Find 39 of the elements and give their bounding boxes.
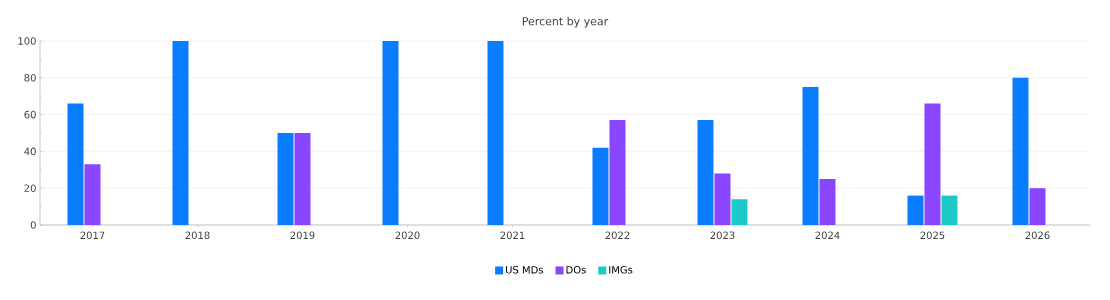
y-tick-label: 60 [24,110,36,119]
bar [731,199,748,225]
bar [697,120,714,225]
bar [1029,188,1046,225]
bar [907,195,924,225]
y-tick-label: 0 [30,221,36,229]
bar [294,133,311,225]
x-tick-label: 2022 [605,231,630,240]
x-tick-label: 2025 [920,231,945,240]
bar [802,87,819,225]
bar [172,41,189,225]
legend-label: DOs [566,265,586,274]
bar [819,179,836,225]
y-tick-label: 100 [18,37,36,45]
x-tick-label: 2024 [815,231,840,240]
bar [67,103,84,225]
x-tick-label: 2017 [80,231,105,240]
chart-title: Percent by year [522,16,609,28]
bar [714,173,731,225]
bar [924,103,941,225]
bar [609,120,626,225]
legend-label: IMGs [609,265,633,274]
x-tick-label: 2023 [710,231,735,240]
bar [592,147,609,225]
bar [487,41,504,225]
x-tick-label: 2019 [290,231,315,240]
bar [84,164,101,225]
x-tick-label: 2021 [500,231,525,240]
bar [1012,77,1029,225]
y-tick-label: 80 [24,74,36,82]
bar [382,41,399,225]
x-tick-label: 2020 [395,231,420,240]
y-tick-label: 20 [24,184,36,192]
x-tick-label: 2026 [1025,231,1050,240]
y-tick-label: 40 [24,147,36,156]
x-tick-label: 2018 [185,231,210,240]
bar [941,195,958,225]
bar [277,133,294,225]
legend-label: US MDs [506,265,544,274]
